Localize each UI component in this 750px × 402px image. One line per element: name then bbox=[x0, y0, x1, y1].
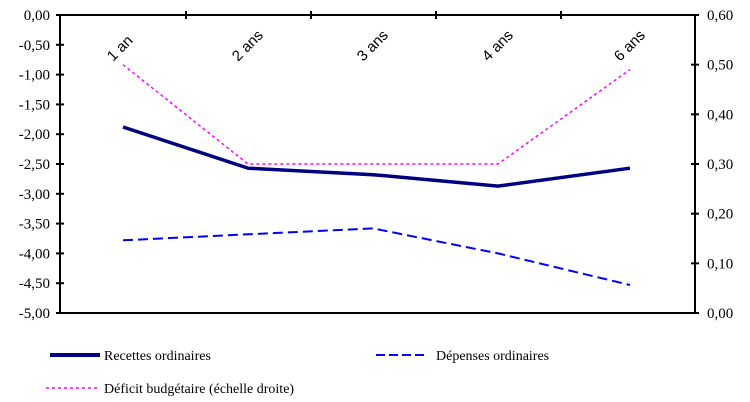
category-label: 6 ans bbox=[611, 27, 649, 65]
left-tick-label: -0,50 bbox=[19, 38, 50, 54]
left-tick-label: -1,50 bbox=[19, 97, 50, 113]
right-tick-label: 0,60 bbox=[707, 8, 733, 24]
left-tick-label: -4,50 bbox=[19, 276, 50, 292]
left-tick-label: -3,00 bbox=[19, 187, 50, 203]
right-tick-label: 0,40 bbox=[707, 107, 733, 123]
axes bbox=[59, 11, 696, 314]
category-labels: 1 an 2 ans 3 ans 4 ans 6 ans bbox=[104, 27, 649, 65]
right-tick-label: 0,20 bbox=[707, 207, 733, 223]
left-tick-label: 0,00 bbox=[24, 8, 50, 24]
left-tick-label: -3,50 bbox=[19, 217, 50, 233]
right-tick-label: 0,00 bbox=[707, 306, 733, 322]
left-tick-label: -5,00 bbox=[19, 306, 50, 322]
category-label: 4 ans bbox=[479, 27, 517, 65]
series-lines bbox=[122, 64, 631, 286]
category-label: 1 an bbox=[104, 32, 137, 65]
series-line-recettes bbox=[122, 125, 631, 188]
legend-label-deficit: Déficit budgétaire (échelle droite) bbox=[104, 382, 294, 397]
left-tick-label: -1,00 bbox=[19, 68, 50, 84]
left-tick-label: -2,50 bbox=[19, 157, 50, 173]
right-tick-label: 0,30 bbox=[707, 157, 733, 173]
series-line-depenses bbox=[122, 227, 631, 286]
category-label: 3 ans bbox=[354, 27, 392, 65]
category-label: 2 ans bbox=[229, 27, 267, 65]
legend: Recettes ordinaires Dépenses ordinaires … bbox=[46, 349, 549, 397]
right-tick-label: 0,10 bbox=[707, 256, 733, 272]
legend-label-depenses: Dépenses ordinaires bbox=[436, 349, 549, 364]
right-tick-label: 0,50 bbox=[707, 58, 733, 74]
left-tick-label: -2,00 bbox=[19, 127, 50, 143]
series-line-deficit bbox=[122, 64, 631, 165]
right-axis-ticks: 0,60 0,50 0,40 0,30 0,20 0,10 0,00 bbox=[691, 8, 733, 322]
legend-label-recettes: Recettes ordinaires bbox=[104, 349, 211, 364]
left-axis-ticks: 0,00 -0,50 -1,00 -1,50 -2,00 -2,50 -3,00 -3,50 -… bbox=[19, 8, 64, 322]
left-tick-label: -4,00 bbox=[19, 246, 50, 262]
